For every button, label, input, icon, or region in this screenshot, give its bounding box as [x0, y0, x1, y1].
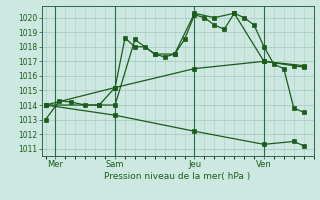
- X-axis label: Pression niveau de la mer( hPa ): Pression niveau de la mer( hPa ): [104, 172, 251, 181]
